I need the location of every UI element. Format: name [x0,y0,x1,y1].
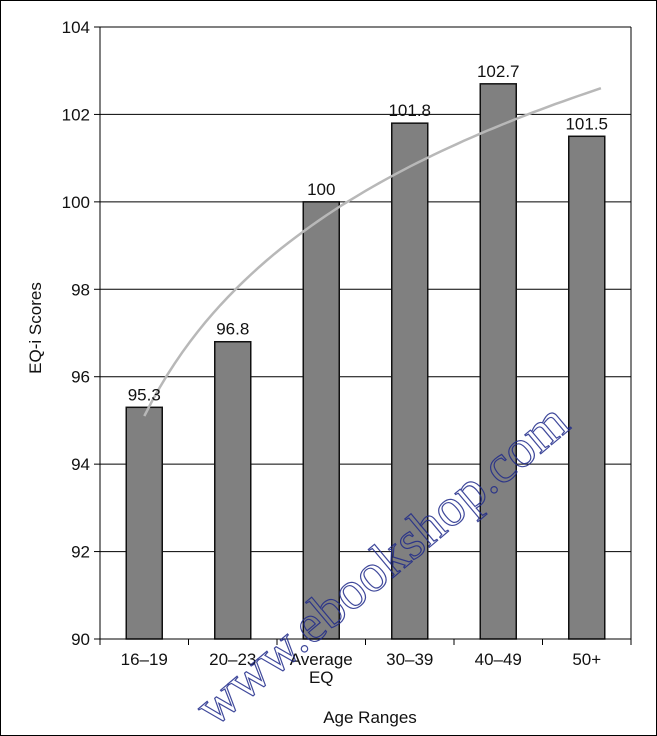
x-tick-label: 50+ [572,650,601,669]
bar-3 [391,122,429,640]
x-tick-label: 30–39 [386,650,433,669]
axes: 90 92 94 96 98 100 102 104 16–19 20–23 Average EQ 30… [62,18,632,687]
data-label-4: 102.7 [477,62,520,81]
x-tick-label: 40–49 [475,650,522,669]
trendline-layer [143,87,602,417]
y-tick-label: 98 [71,280,90,299]
x-tick-label: 20–23 [209,650,256,669]
bar-1 [214,340,252,640]
y-tick-label: 94 [71,455,90,474]
y-tick-label: 100 [62,193,90,212]
y-tick-label: 92 [71,543,90,562]
bar-5 [568,135,606,640]
data-label-2: 100 [307,180,335,199]
y-tick-label: 96 [71,368,90,387]
data-label-3: 101.8 [388,101,431,120]
data-label-0: 95.3 [128,385,161,404]
x-tick-label: Average EQ [290,650,353,687]
x-tick-label: 16–19 [121,650,168,669]
data-label-5: 101.5 [565,114,608,133]
bar-2 [302,201,340,640]
y-tick-label: 104 [62,18,90,37]
data-labels: 95.3 96.8 100 101.8 102.7 101.5 [128,62,608,404]
bars [125,83,606,640]
bar-0 [125,406,163,640]
gridlines [100,26,631,553]
x-axis-title: Age Ranges [323,708,417,727]
bar-4 [479,83,517,640]
y-tick-label: 102 [62,105,90,124]
y-tick-label: 90 [71,630,90,649]
y-axis-title: EQ-i Scores [26,282,45,374]
data-label-1: 96.8 [216,320,249,339]
trendline [143,87,602,417]
